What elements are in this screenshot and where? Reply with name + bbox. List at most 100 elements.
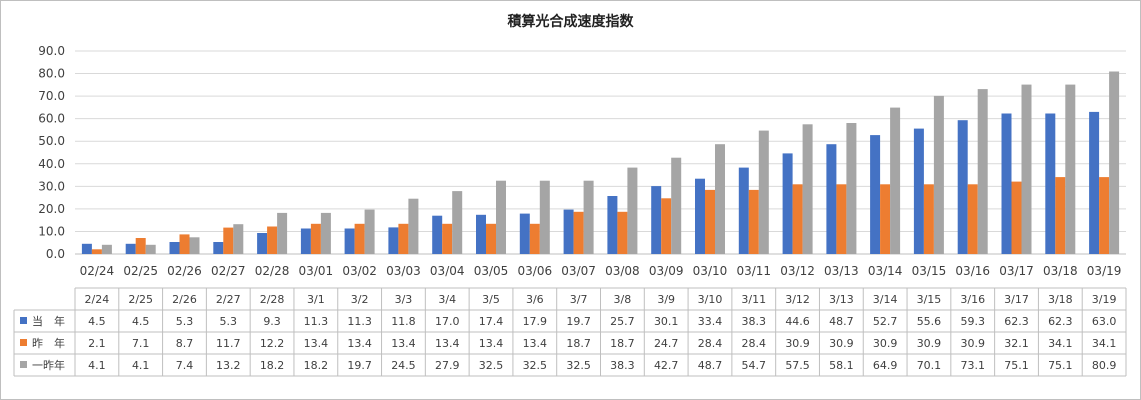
bar bbox=[1001, 113, 1012, 254]
table-value-cell: 7.1 bbox=[132, 337, 150, 350]
bar bbox=[1089, 111, 1100, 255]
table-header-cell: 3/9 bbox=[657, 293, 675, 306]
table-header-cell: 3/5 bbox=[482, 293, 500, 306]
bar bbox=[627, 167, 638, 254]
table-header-cell: 3/18 bbox=[1048, 293, 1073, 306]
bar bbox=[179, 234, 190, 254]
bar bbox=[452, 191, 463, 254]
table-value-cell: 7.4 bbox=[176, 359, 194, 372]
table-value-cell: 28.4 bbox=[698, 337, 723, 350]
bar bbox=[802, 124, 813, 254]
table-header-cell: 3/1 bbox=[307, 293, 325, 306]
legend-key bbox=[20, 361, 27, 368]
table-header-cell: 3/14 bbox=[873, 293, 898, 306]
table-value-cell: 48.7 bbox=[829, 315, 854, 328]
table-header-cell: 3/17 bbox=[1004, 293, 1029, 306]
table-value-cell: 52.7 bbox=[873, 315, 898, 328]
x-tick-label: 02/25 bbox=[123, 264, 158, 278]
table-value-cell: 11.8 bbox=[391, 315, 416, 328]
table-value-cell: 59.3 bbox=[960, 315, 985, 328]
table-value-cell: 27.9 bbox=[435, 359, 460, 372]
table-value-cell: 33.4 bbox=[698, 315, 723, 328]
y-tick-label: 60.0 bbox=[38, 112, 65, 126]
table-value-cell: 54.7 bbox=[742, 359, 767, 372]
bar bbox=[364, 209, 375, 254]
bar bbox=[933, 95, 944, 255]
x-tick-label: 03/19 bbox=[1087, 264, 1122, 278]
x-tick-label: 02/24 bbox=[80, 264, 115, 278]
bar bbox=[846, 123, 857, 254]
table-value-cell: 42.7 bbox=[654, 359, 679, 372]
x-tick-label: 02/28 bbox=[255, 264, 290, 278]
table-header-cell: 3/12 bbox=[785, 293, 810, 306]
bar bbox=[758, 130, 769, 254]
bar bbox=[529, 223, 540, 254]
x-tick-label: 02/26 bbox=[167, 264, 202, 278]
bar bbox=[398, 223, 409, 254]
bar bbox=[408, 198, 419, 254]
table-value-cell: 8.7 bbox=[176, 337, 194, 350]
bar bbox=[870, 135, 881, 254]
x-tick-label: 03/14 bbox=[868, 264, 903, 278]
bar bbox=[354, 223, 365, 254]
table-value-cell: 58.1 bbox=[829, 359, 854, 372]
table-value-cell: 4.5 bbox=[132, 315, 150, 328]
bar bbox=[539, 180, 550, 254]
table-value-cell: 13.4 bbox=[479, 337, 504, 350]
table-value-cell: 55.6 bbox=[917, 315, 942, 328]
bar bbox=[135, 238, 146, 254]
x-tick-label: 03/18 bbox=[1043, 264, 1078, 278]
table-value-cell: 64.9 bbox=[873, 359, 898, 372]
table-value-cell: 17.0 bbox=[435, 315, 460, 328]
table-value-cell: 11.7 bbox=[216, 337, 241, 350]
bar bbox=[300, 228, 311, 254]
table-header-cell: 3/19 bbox=[1092, 293, 1117, 306]
bar bbox=[836, 184, 847, 254]
bar bbox=[923, 184, 934, 254]
bar bbox=[1099, 177, 1110, 254]
bar bbox=[101, 244, 112, 254]
bar bbox=[344, 228, 355, 254]
y-tick-label: 80.0 bbox=[38, 67, 65, 81]
x-tick-label: 03/05 bbox=[474, 264, 509, 278]
table-value-cell: 62.3 bbox=[1004, 315, 1029, 328]
bar bbox=[223, 227, 234, 254]
bar bbox=[267, 226, 278, 254]
table-value-cell: 48.7 bbox=[698, 359, 723, 372]
table-value-cell: 34.1 bbox=[1048, 337, 1073, 350]
table-value-cell: 13.4 bbox=[523, 337, 548, 350]
y-tick-label: 70.0 bbox=[38, 89, 65, 103]
bar bbox=[563, 209, 574, 254]
table-value-cell: 44.6 bbox=[785, 315, 810, 328]
gridlines bbox=[75, 50, 1126, 255]
y-axis: 0.0 10.0 20.0 30.0 40.0 50.0 60.0 70.0 80.0 90.0 bbox=[38, 44, 65, 261]
chart-title: 積算光合成速度指数 bbox=[507, 14, 634, 30]
legend-label: 一昨年 bbox=[32, 358, 65, 372]
table-value-cell: 13.2 bbox=[216, 359, 241, 372]
x-tick-label: 03/12 bbox=[780, 264, 815, 278]
bar bbox=[792, 184, 803, 254]
y-tick-label: 0.0 bbox=[46, 247, 65, 261]
table-value-cell: 57.5 bbox=[785, 359, 810, 372]
bar bbox=[1065, 84, 1076, 254]
legend-key bbox=[20, 317, 27, 324]
bar bbox=[257, 233, 268, 254]
table-value-cell: 32.5 bbox=[566, 359, 591, 372]
table-value-cell: 4.5 bbox=[88, 315, 106, 328]
bar bbox=[1011, 181, 1022, 254]
bar bbox=[169, 242, 180, 254]
table-value-cell: 70.1 bbox=[917, 359, 942, 372]
bar bbox=[277, 212, 288, 254]
bar bbox=[573, 211, 584, 254]
bar bbox=[977, 89, 988, 254]
bar bbox=[310, 223, 321, 254]
bar bbox=[125, 243, 136, 254]
table-value-cell: 25.7 bbox=[610, 315, 635, 328]
x-tick-label: 03/11 bbox=[736, 264, 771, 278]
x-tick-label: 03/15 bbox=[912, 264, 947, 278]
bar bbox=[519, 213, 530, 254]
x-tick-label: 03/09 bbox=[649, 264, 684, 278]
y-tick-label: 30.0 bbox=[38, 179, 65, 193]
bar bbox=[496, 180, 506, 254]
table-value-cell: 19.7 bbox=[566, 315, 591, 328]
